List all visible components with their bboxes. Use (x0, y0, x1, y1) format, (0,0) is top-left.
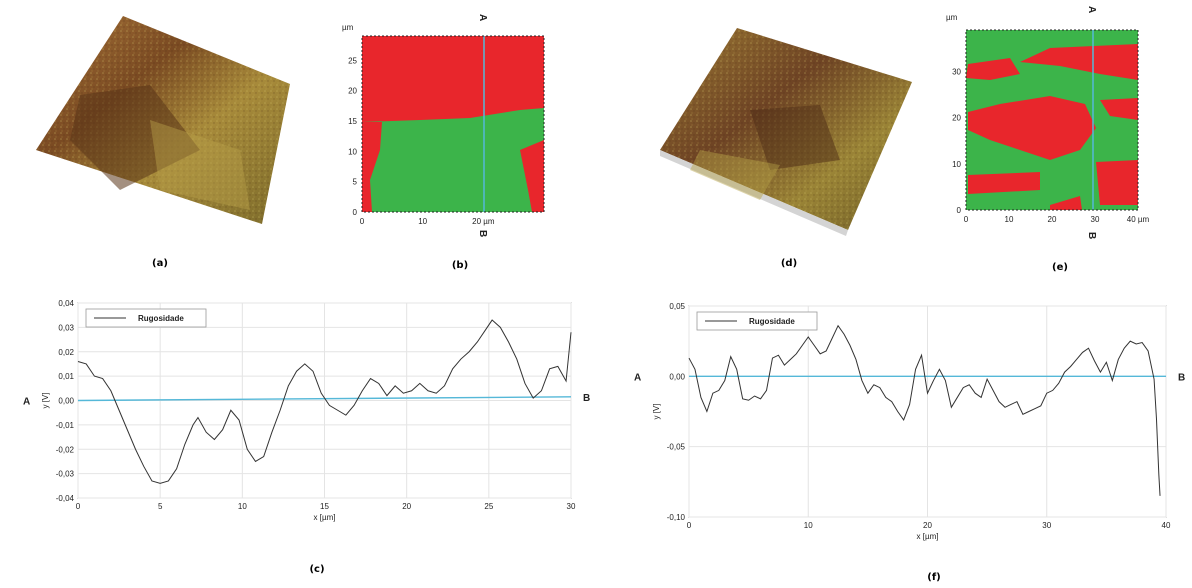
legend-label: Rugosidade (138, 314, 184, 323)
y-tick-label: 0,03 (58, 323, 74, 332)
map-y-tick-label: 10 (952, 160, 961, 169)
x-tick-label: 5 (158, 502, 163, 511)
point-label-b: B (583, 393, 590, 404)
x-tick-label: 40 (1162, 521, 1171, 530)
series-line-rugosidade (688, 324, 1161, 496)
phase-map-b (361, 35, 545, 213)
y-tick-label: 0,00 (669, 372, 685, 381)
y-tick-label: 0,04 (58, 299, 74, 308)
map-x-tick-label: 30 (1091, 215, 1100, 224)
afm-3d-image-a (36, 16, 290, 224)
x-tick-label: 25 (484, 502, 493, 511)
x-tick-label: 20 (923, 521, 932, 530)
y-tick-label: -0,02 (56, 445, 75, 454)
map-b-unit: µm (342, 23, 354, 32)
map-b-label-b: B (477, 230, 488, 237)
caption-d: (d) (781, 258, 797, 269)
map-x-tick-label: 20 µm (472, 217, 495, 226)
map-b-ticks: 0 10 20 µm 0 5 10 15 20 25 (348, 56, 495, 226)
x-axis-label: x [µm] (917, 532, 939, 541)
phase-map-e (965, 29, 1139, 211)
x-tick-label: 10 (238, 502, 247, 511)
y-tick-label: 0,02 (58, 348, 74, 357)
map-y-tick-label: 10 (348, 147, 357, 156)
map-y-tick-label: 5 (353, 178, 358, 187)
map-x-tick-label: 40 µm (1127, 215, 1150, 224)
legend-box (696, 311, 818, 331)
roughness-chart-c: 0 5 10 15 20 25 30 0,04 0,03 0,02 0,01 0,00 -0,01 -0,… (23, 299, 590, 522)
caption-e: (e) (1052, 262, 1068, 273)
x-tick-label: 15 (320, 502, 329, 511)
map-x-tick-label: 0 (964, 215, 969, 224)
y-axis-label: y [V] (41, 392, 50, 408)
map-y-tick-label: 20 (952, 114, 961, 123)
x-tick-label: 0 (76, 502, 81, 511)
y-tick-label: -0,04 (56, 494, 75, 503)
point-label-b: B (1178, 372, 1185, 383)
map-x-tick-label: 0 (360, 217, 365, 226)
x-tick-label: 30 (1042, 521, 1051, 530)
map-e-label-a: A (1086, 6, 1097, 13)
y-tick-label: 0,01 (58, 372, 74, 381)
y-axis-label: y [V] (652, 403, 661, 419)
map-y-tick-label: 15 (348, 117, 357, 126)
y-tick-label: 0,05 (669, 302, 685, 311)
map-y-tick-label: 0 (957, 206, 962, 215)
y-tick-label: -0,10 (667, 513, 686, 522)
afm-3d-image-d (660, 28, 912, 236)
x-tick-label: 10 (804, 521, 813, 530)
map-b-label-a: A (477, 14, 488, 21)
map-y-tick-label: 30 (952, 68, 961, 77)
map-e-label-b: B (1086, 232, 1097, 239)
series-line-rugosidade (77, 319, 572, 484)
x-tick-label: 30 (567, 502, 576, 511)
x-tick-label: 0 (687, 521, 692, 530)
map-e-ticks: 0 10 20 30 40 µm 0 10 20 30 (952, 68, 1149, 224)
point-label-a: A (634, 372, 641, 383)
y-tick-label: 0,00 (58, 397, 74, 406)
y-tick-label: -0,01 (56, 421, 75, 430)
map-e-unit: µm (946, 13, 958, 22)
roughness-chart-f: 0 10 20 30 40 0,05 0,00 -0,05 -0,10 x [µm] y [V] Ru… (634, 302, 1185, 541)
y-tick-label: -0,03 (56, 470, 75, 479)
caption-b: (b) (452, 260, 468, 271)
legend-box (85, 308, 207, 328)
y-tick-label: -0,05 (667, 443, 686, 452)
x-axis-label: x [µm] (314, 513, 336, 522)
point-label-a: A (23, 397, 30, 408)
caption-a: (a) (152, 258, 168, 269)
map-y-tick-label: 20 (348, 87, 357, 96)
caption-c: (c) (309, 564, 324, 575)
map-x-tick-label: 20 (1048, 215, 1057, 224)
caption-f: (f) (927, 572, 941, 583)
map-x-tick-label: 10 (1005, 215, 1014, 224)
map-y-tick-label: 0 (353, 208, 358, 217)
map-x-tick-label: 10 (418, 217, 427, 226)
legend-label: Rugosidade (749, 317, 795, 326)
x-tick-label: 20 (402, 502, 411, 511)
map-y-tick-label: 25 (348, 56, 357, 65)
